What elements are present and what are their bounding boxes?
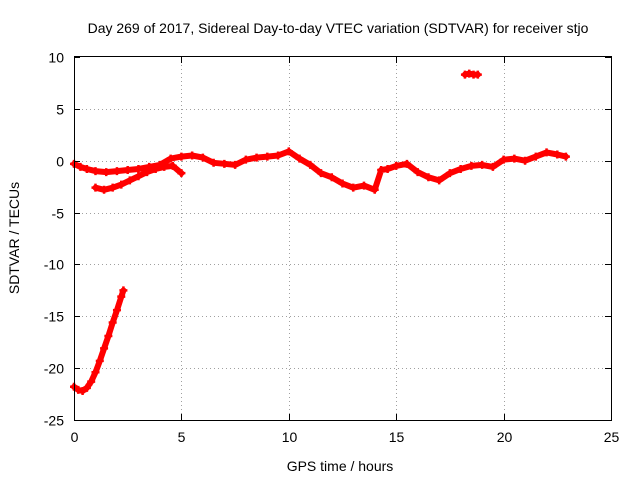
data-point <box>198 153 207 162</box>
data-point <box>102 168 111 177</box>
data-point <box>349 183 358 192</box>
x-tick-label: 25 <box>604 429 620 445</box>
data-point <box>241 155 250 164</box>
data-point <box>91 167 100 176</box>
data-point <box>166 154 175 163</box>
data-point <box>338 179 347 188</box>
x-tick-label: 10 <box>282 429 298 445</box>
data-point <box>478 160 487 169</box>
data-point <box>402 159 411 168</box>
data-point <box>531 152 540 161</box>
data-point <box>392 161 401 170</box>
y-axis-label: SDTVAR / TECUs <box>6 182 22 294</box>
data-point <box>521 156 530 165</box>
data-point <box>473 70 482 79</box>
data-point <box>117 180 126 189</box>
data-point <box>151 165 160 174</box>
series-band <box>71 287 127 394</box>
data-point <box>220 159 229 168</box>
data-point <box>134 165 143 174</box>
data-point <box>104 331 113 340</box>
data-point <box>112 306 121 315</box>
data-point <box>108 318 117 327</box>
y-tick-label: -20 <box>44 361 64 377</box>
data-point <box>561 152 570 161</box>
data-point <box>383 165 392 174</box>
series-outlier <box>460 69 482 79</box>
data-point <box>413 168 422 177</box>
y-tick-label: 0 <box>56 154 64 170</box>
data-point <box>123 166 132 175</box>
data-point <box>209 158 218 167</box>
data-point <box>91 183 100 192</box>
data-point <box>274 151 283 160</box>
y-tick-label: 5 <box>56 102 64 118</box>
data-point <box>295 154 304 163</box>
data-point <box>119 286 128 295</box>
data-point <box>82 383 91 392</box>
data-point <box>231 160 240 169</box>
data-point <box>370 185 379 194</box>
series-early-arc <box>91 161 186 194</box>
data-point <box>78 386 87 395</box>
data-point <box>108 183 117 192</box>
data-point <box>76 162 85 171</box>
data-point <box>306 160 315 169</box>
data-point <box>117 292 126 301</box>
y-tick-label: -5 <box>52 206 65 222</box>
data-point <box>177 169 186 178</box>
tick-layer: 0 5 10 15 20 25 -25 -20 -15 -10 -5 0 5 10 <box>44 50 620 446</box>
data-point <box>112 167 121 176</box>
data-point <box>100 344 109 353</box>
data-point <box>327 173 336 182</box>
data-point <box>510 154 519 163</box>
x-tick-label: 20 <box>497 429 513 445</box>
data-point <box>359 181 368 190</box>
y-tick-label: -25 <box>44 413 64 429</box>
data-point <box>499 155 508 164</box>
x-tick-label: 15 <box>389 429 405 445</box>
data-point <box>488 162 497 171</box>
data-point <box>435 176 444 185</box>
data-point <box>456 165 465 174</box>
data-point <box>168 161 177 170</box>
data-point <box>143 168 152 177</box>
data-point <box>424 173 433 182</box>
data-point <box>317 169 326 178</box>
data-point <box>263 152 272 161</box>
data-point <box>100 185 109 194</box>
plot-frame <box>74 56 612 421</box>
y-tick-label: 10 <box>48 50 64 66</box>
grid-layer <box>74 57 611 420</box>
data-point <box>284 147 293 156</box>
data-point <box>445 169 454 178</box>
data-point <box>87 377 96 386</box>
data-point <box>160 162 169 171</box>
x-tick-label: 0 <box>71 429 79 445</box>
data-point <box>134 172 143 181</box>
data-point <box>553 150 562 159</box>
data-point <box>95 356 104 365</box>
chart-title: Day 269 of 2017, Sidereal Day-to-day VTE… <box>88 20 589 36</box>
y-tick-label: -15 <box>44 309 64 325</box>
data-point <box>91 368 100 377</box>
x-axis-label: GPS time / hours <box>287 458 394 474</box>
data-point <box>252 153 261 162</box>
data-point <box>542 148 551 157</box>
data-point <box>188 151 197 160</box>
data-point <box>177 152 186 161</box>
data-point <box>467 161 476 170</box>
series-low-segment <box>70 286 128 395</box>
y-tick-label: -10 <box>44 257 64 273</box>
data-layer <box>70 69 570 395</box>
data-point <box>82 165 91 174</box>
data-point <box>125 176 134 185</box>
x-tick-label: 5 <box>178 429 186 445</box>
